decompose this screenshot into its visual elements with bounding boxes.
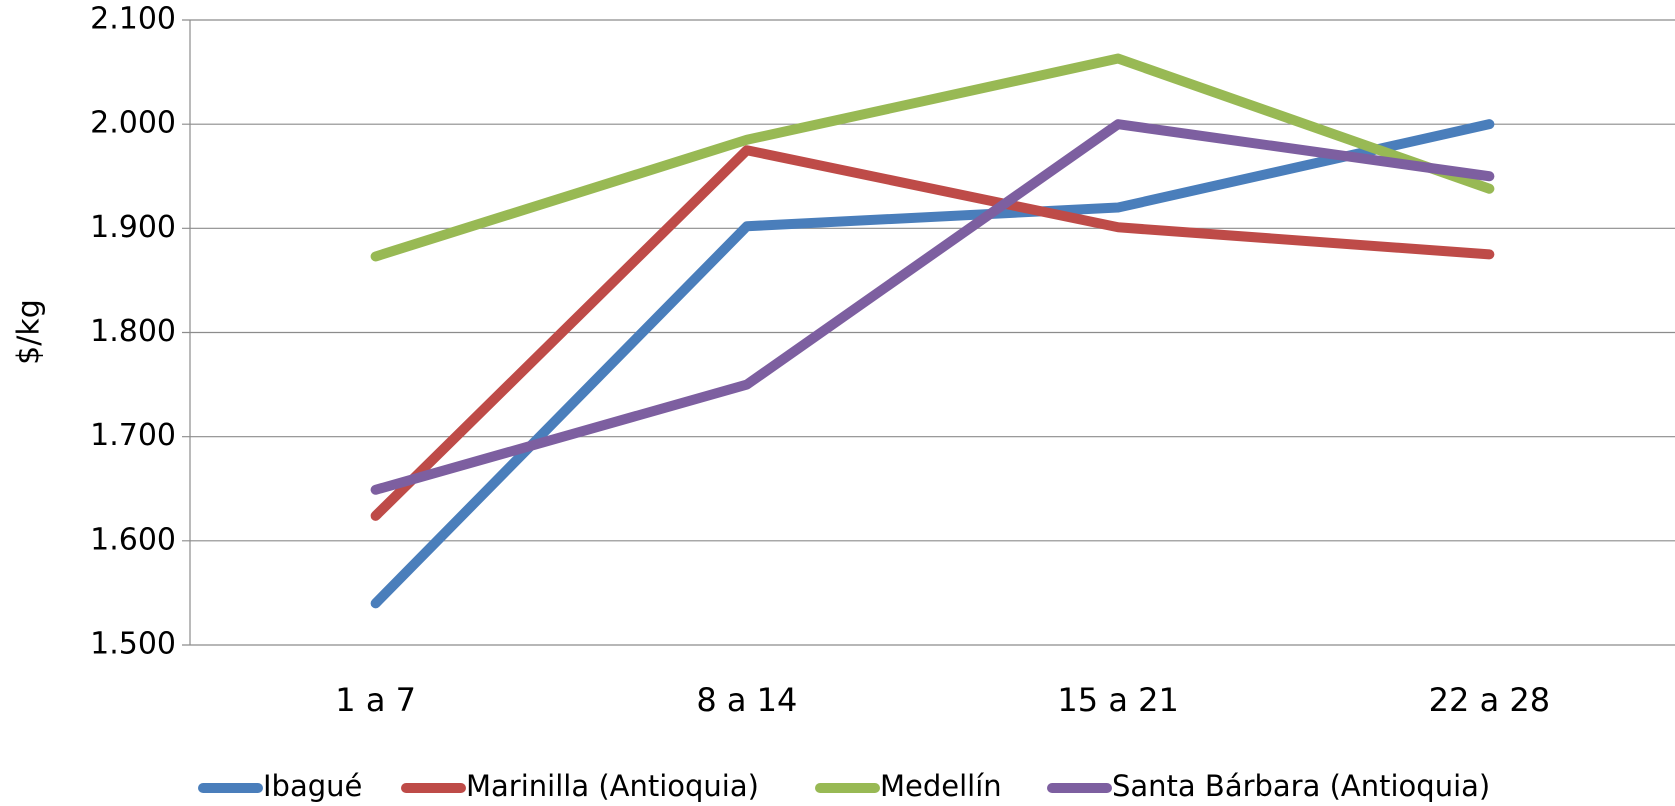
legend-label: Medellín [880,769,1002,803]
y-tick-label: 1.700 [90,418,176,453]
y-tick-label: 1.600 [90,522,176,557]
y-tick-label: 2.000 [90,106,176,141]
y-tick-label: 1.900 [90,210,176,245]
series-line [370,145,1495,521]
x-tick-label: 1 a 7 [335,681,416,719]
x-tick-label: 22 a 28 [1429,681,1550,719]
legend-label: Ibagué [263,769,362,803]
y-axis-label: $/kg [12,299,47,365]
y-tick-label: 2.100 [90,2,176,37]
x-tick-label: 8 a 14 [696,681,797,719]
x-tick-label: 15 a 21 [1057,681,1178,719]
y-tick-label: 1.500 [90,627,176,662]
legend-label: Marinilla (Antioquia) [466,769,759,803]
legend-label: Santa Bárbara (Antioquia) [1112,769,1490,803]
series-line [370,119,1495,495]
y-tick-label: 1.800 [90,314,176,349]
series-line [370,119,1495,609]
series-line [370,53,1495,262]
